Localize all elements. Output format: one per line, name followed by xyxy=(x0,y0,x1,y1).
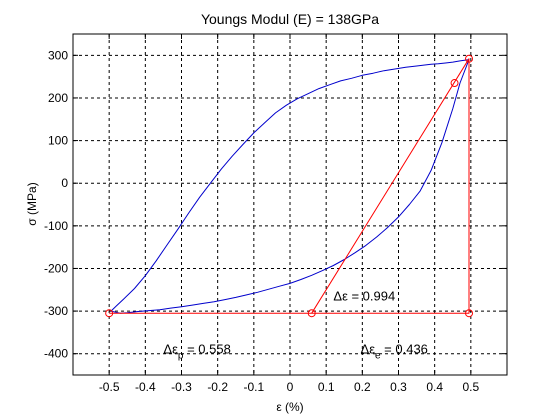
data-point-marker xyxy=(465,54,474,63)
strain-construction-line xyxy=(109,58,470,314)
x-tick-label: 0.4 xyxy=(426,380,443,394)
x-axis-label: ε (%) xyxy=(276,400,303,414)
x-tick-label: 0.2 xyxy=(354,380,371,394)
strain-annotation: Δε = 0.994 xyxy=(333,288,395,303)
x-tick-label: -0.1 xyxy=(243,380,264,394)
x-tick-label: -0.2 xyxy=(207,380,228,394)
hysteresis-curve xyxy=(110,59,470,312)
strain-annotation: Δεe = 0.436 xyxy=(361,342,428,362)
y-tick-label: 200 xyxy=(48,91,68,105)
annotations: Δε = 0.994 Δεp = 0.558 Δεe = 0.436 xyxy=(163,288,428,361)
ticks: -0.5 -0.4 -0.3 -0.2 -0.1 0 0.1 0.2 0.3 0.4 0.5 -400… xyxy=(44,34,507,394)
strain-annotation: Δεp = 0.558 xyxy=(163,342,230,362)
y-tick-label: -100 xyxy=(44,219,68,233)
y-axis-label: σ (MPa) xyxy=(25,182,39,225)
y-tick-label: 0 xyxy=(61,176,68,190)
chart-title: Youngs Modul (E) = 138GPa xyxy=(201,11,379,27)
hysteresis-curve xyxy=(110,59,470,314)
y-tick-label: -400 xyxy=(44,347,68,361)
x-tick-label: 0 xyxy=(287,380,294,394)
data-point-marker xyxy=(450,79,459,88)
x-tick-label: 0.5 xyxy=(462,380,479,394)
x-tick-label: -0.5 xyxy=(99,380,120,394)
grid xyxy=(73,34,507,375)
x-tick-label: 0.3 xyxy=(390,380,407,394)
data-point-marker xyxy=(465,309,474,318)
data-point-marker xyxy=(307,309,316,318)
plot-series xyxy=(105,54,474,318)
x-tick-label: 0.1 xyxy=(318,380,335,394)
y-tick-label: 100 xyxy=(48,134,68,148)
data-point-marker xyxy=(105,309,114,318)
y-tick-label: 300 xyxy=(48,48,68,62)
y-tick-label: -300 xyxy=(44,304,68,318)
x-tick-label: -0.4 xyxy=(135,380,156,394)
y-tick-label: -200 xyxy=(44,261,68,275)
x-tick-label: -0.3 xyxy=(171,380,192,394)
